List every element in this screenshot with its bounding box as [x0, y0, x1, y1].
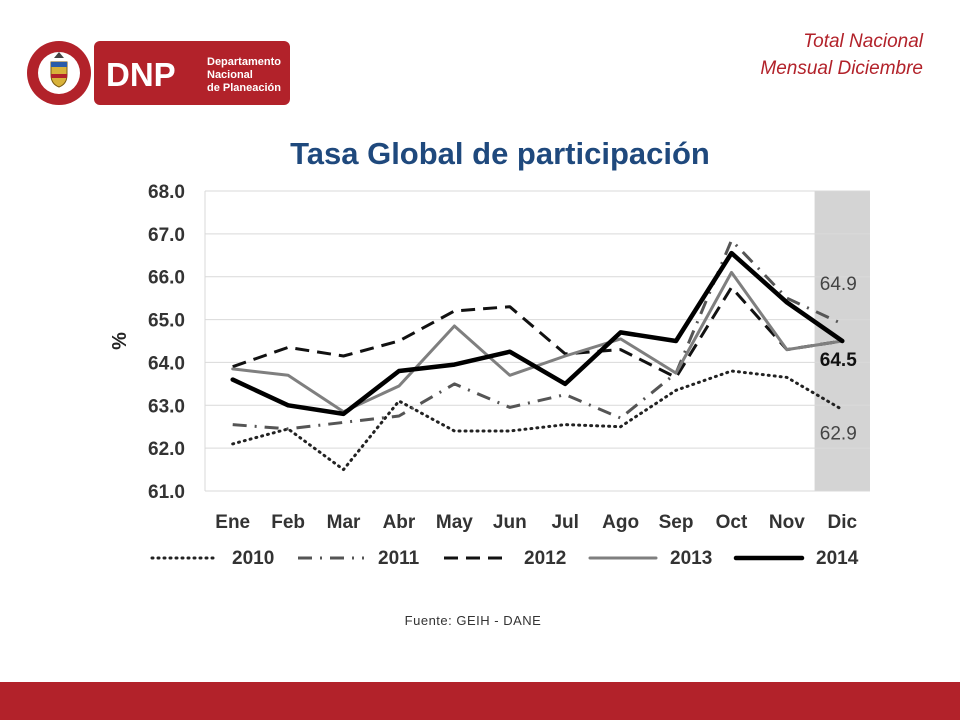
dnp-logo: DNP Departamento Nacional de Planeación — [27, 41, 290, 105]
x-tick-label: Feb — [271, 512, 305, 533]
annotation-2011-dic: 64.9 — [820, 274, 857, 295]
series-line-2012 — [232, 285, 843, 379]
x-tick-label: Jun — [493, 512, 527, 533]
x-tick-label: Jul — [551, 512, 578, 533]
y-tick-label: 68.0 — [148, 182, 185, 203]
x-tick-label: May — [436, 512, 473, 533]
dnp-line2: Nacional — [207, 69, 253, 81]
scope-line-total: Total Nacional — [803, 31, 923, 52]
y-tick-label: 64.0 — [148, 353, 185, 374]
y-tick-label: 65.0 — [148, 311, 185, 332]
source-note: Fuente: GEIH - DANE — [404, 613, 542, 628]
y-axis-label: % — [109, 332, 131, 350]
annotation-2010-dic: 62.9 — [820, 424, 857, 445]
scope-line-period: Mensual Diciembre — [760, 58, 923, 79]
x-tick-label: Ene — [215, 512, 250, 533]
x-tick-label: Abr — [383, 512, 416, 533]
y-tick-label: 61.0 — [148, 482, 185, 503]
series-line-2011 — [232, 238, 843, 431]
x-tick-label: Nov — [769, 512, 805, 533]
legend-label-2013: 2013 — [670, 548, 712, 569]
x-tick-label: Oct — [716, 512, 748, 533]
x-tick-label: Ago — [602, 512, 639, 533]
legend-label-2012: 2012 — [524, 548, 566, 569]
y-tick-label: 62.0 — [148, 439, 185, 460]
participation-line-chart: 61.0 62.0 63.0 64.0 65.0 66.0 67.0 68.0% Ene Feb M… — [109, 182, 870, 569]
footer-bar — [0, 682, 960, 720]
y-tick-label: 63.0 — [148, 396, 185, 417]
legend-label-2014: 2014 — [816, 548, 859, 569]
scope-label: Total Nacional Mensual Diciembre — [760, 28, 923, 82]
y-tick-label: 67.0 — [148, 225, 185, 246]
dnp-line3: de Planeación — [207, 82, 281, 94]
series-line-2010 — [231, 369, 844, 472]
x-tick-label: Mar — [327, 512, 361, 533]
dnp-line1: Departamento — [207, 56, 281, 68]
series-line-2014 — [230, 250, 845, 417]
annotation-2014-dic: 64.5 — [820, 350, 857, 371]
dnp-acronym: DNP — [106, 56, 176, 93]
chart-title: Tasa Global de participación — [290, 136, 710, 171]
y-tick-label: 66.0 — [148, 268, 185, 289]
x-tick-label: Sep — [659, 512, 694, 533]
series-line-2013 — [231, 270, 844, 414]
colombia-seal-icon — [27, 41, 91, 105]
legend-label-2011: 2011 — [378, 548, 420, 569]
legend-label-2010: 2010 — [232, 548, 274, 569]
dnp-logo-box — [94, 41, 290, 105]
x-tick-label: Dic — [828, 512, 858, 533]
